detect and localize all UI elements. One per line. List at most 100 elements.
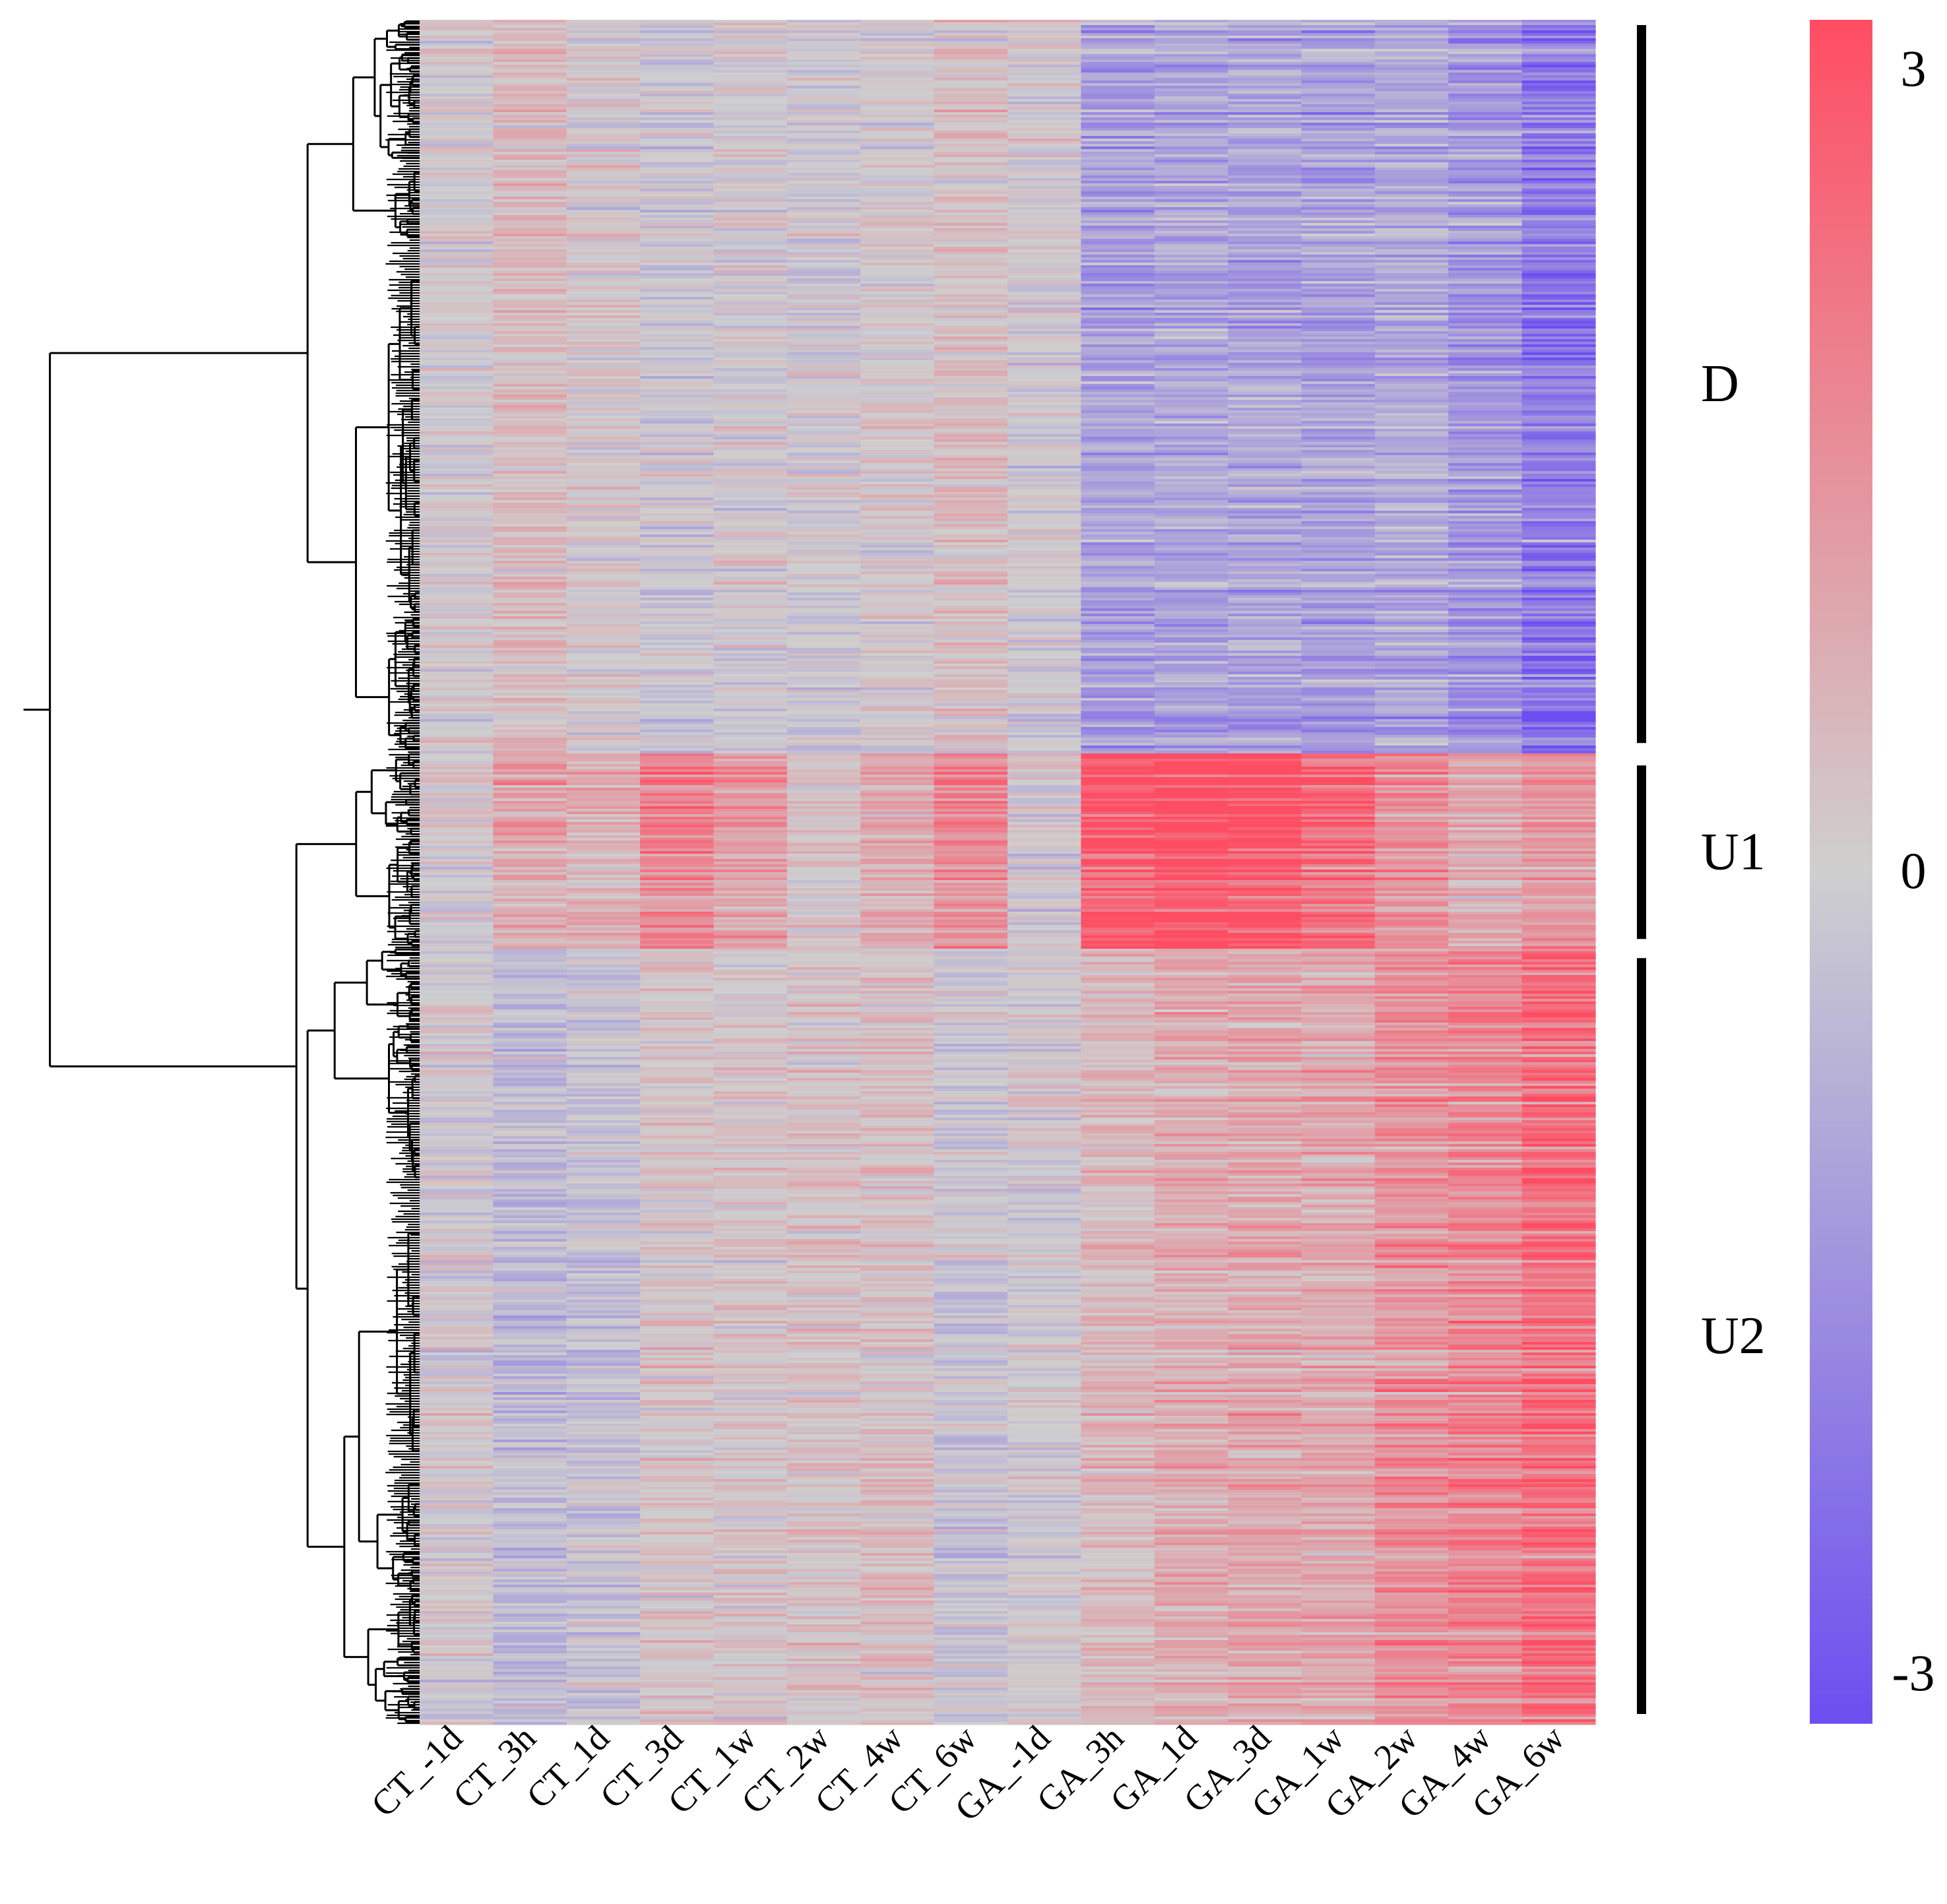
heatmap-cell — [1522, 495, 1596, 498]
heatmap-cell — [860, 505, 934, 509]
heatmap-cell — [1228, 563, 1302, 567]
heatmap-cell — [934, 360, 1008, 364]
heatmap-cell — [1522, 458, 1596, 461]
heatmap-cell — [1302, 292, 1376, 295]
heatmap-cell — [1228, 614, 1302, 617]
heatmap-cell — [1155, 62, 1229, 65]
heatmap-cell — [934, 482, 1008, 485]
heatmap-cell — [1228, 307, 1302, 311]
heatmap-cell — [860, 442, 934, 445]
heatmap-cell — [1448, 178, 1522, 181]
heatmap-cell — [1081, 165, 1155, 168]
heatmap-cell — [934, 25, 1008, 28]
heatmap-cell — [1007, 621, 1081, 625]
heatmap-cell — [1375, 268, 1449, 271]
heatmap-cell — [1302, 22, 1376, 26]
heatmap-cell — [493, 165, 567, 168]
heatmap-cell — [1302, 99, 1376, 102]
heatmap-cell — [934, 152, 1008, 155]
heatmap-cell — [493, 104, 567, 108]
heatmap-cell — [567, 110, 641, 113]
heatmap-cell — [1155, 22, 1229, 26]
heatmap-cell — [420, 110, 494, 113]
heatmap-cell — [1155, 149, 1229, 152]
heatmap-cell — [493, 513, 567, 517]
heatmap-cell — [934, 104, 1008, 108]
heatmap-cell — [1081, 371, 1155, 374]
heatmap-cell — [787, 442, 861, 445]
heatmap-cell — [640, 149, 714, 152]
heatmap-cell — [787, 529, 861, 532]
heatmap-cell — [493, 418, 567, 422]
heatmap-cell — [420, 223, 494, 226]
heatmap-cell — [1375, 51, 1449, 55]
heatmap-cell — [567, 637, 641, 641]
heatmap-cell — [1155, 635, 1229, 638]
heatmap-cell — [420, 582, 494, 585]
heatmap-cell — [640, 614, 714, 617]
heatmap-cell — [1155, 426, 1229, 429]
heatmap-cell — [1302, 365, 1376, 369]
heatmap-cell — [1155, 553, 1229, 556]
heatmap-cell — [493, 363, 567, 366]
heatmap-cell — [420, 402, 494, 406]
heatmap-cell — [1375, 30, 1449, 34]
heatmap-cell — [1375, 210, 1449, 213]
heatmap-cell — [787, 30, 861, 34]
heatmap-cell — [787, 534, 861, 538]
heatmap-cell — [1007, 91, 1081, 94]
heatmap-cell — [1155, 128, 1229, 131]
heatmap-cell — [1081, 606, 1155, 609]
heatmap-cell — [934, 284, 1008, 287]
heatmap-cell — [934, 582, 1008, 585]
heatmap-cell — [787, 355, 861, 358]
heatmap-cell — [714, 321, 788, 324]
heatmap-cell — [934, 442, 1008, 445]
heatmap-cell — [1081, 421, 1155, 424]
heatmap-cell — [1302, 154, 1376, 158]
heatmap-cell — [420, 255, 494, 258]
heatmap-cell — [1375, 22, 1449, 26]
heatmap-cell — [787, 186, 861, 189]
heatmap-cell — [493, 474, 567, 477]
heatmap-cell — [1302, 548, 1376, 551]
heatmap-cell — [1228, 257, 1302, 261]
heatmap-cell — [787, 25, 861, 28]
heatmap-cell — [493, 123, 567, 126]
heatmap-cell — [1448, 468, 1522, 472]
heatmap-cell — [860, 402, 934, 406]
heatmap-cell — [860, 336, 934, 340]
heatmap-cell — [714, 550, 788, 554]
heatmap-cell — [934, 22, 1008, 26]
heatmap-cell — [567, 503, 641, 506]
heatmap-cell — [714, 78, 788, 81]
heatmap-cell — [420, 25, 494, 28]
heatmap-cell — [640, 587, 714, 590]
heatmap-cell — [1375, 131, 1449, 134]
heatmap-cell — [860, 365, 934, 369]
heatmap-cell — [1302, 410, 1376, 414]
heatmap-cell — [1228, 117, 1302, 121]
heatmap-cell — [1007, 51, 1081, 55]
heatmap-cell — [860, 104, 934, 108]
heatmap-cell — [420, 339, 494, 342]
heatmap-cell — [1081, 408, 1155, 411]
heatmap-cell — [1302, 579, 1376, 583]
heatmap-cell — [1081, 67, 1155, 71]
heatmap-cell — [493, 30, 567, 34]
heatmap-cell — [860, 450, 934, 453]
heatmap-cell — [860, 471, 934, 474]
heatmap-cell — [1228, 38, 1302, 42]
heatmap-cell — [567, 371, 641, 374]
heatmap-cell — [714, 139, 788, 142]
heatmap-cell — [714, 302, 788, 305]
heatmap-cell — [714, 365, 788, 369]
heatmap-cell — [567, 627, 641, 630]
heatmap-cell — [1007, 608, 1081, 612]
heatmap-cell — [567, 28, 641, 31]
heatmap-cell — [860, 252, 934, 255]
heatmap-cell — [1448, 416, 1522, 419]
heatmap-cell — [1007, 558, 1081, 561]
heatmap-cell — [567, 574, 641, 577]
heatmap-cell — [640, 231, 714, 234]
